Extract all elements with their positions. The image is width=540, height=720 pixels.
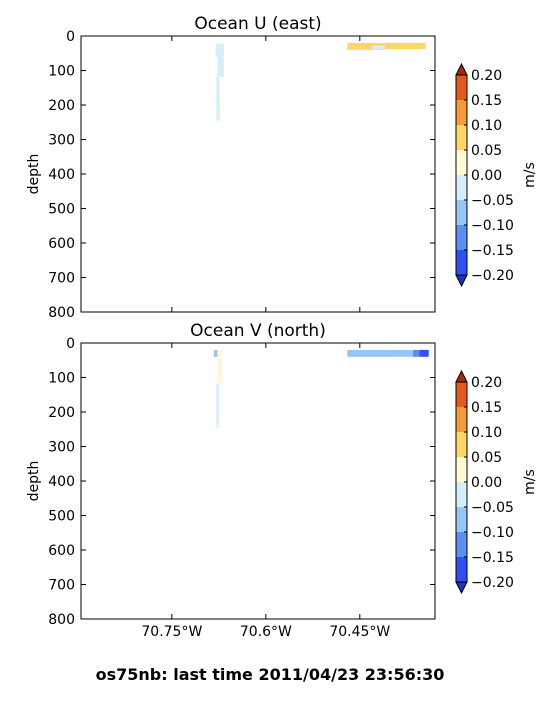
colorbar-tick-label: −0.10 xyxy=(471,218,514,234)
data-cell xyxy=(219,98,221,119)
colorbar-tick-label: 0.15 xyxy=(471,93,502,109)
colorbar-segment xyxy=(456,482,467,507)
chart-panel-1: Ocean U (east) 0 100 200 300 400 500 600 700 800 d… xyxy=(26,14,538,321)
colorbar-segment xyxy=(456,532,467,557)
data-cell xyxy=(216,383,219,428)
colorbar-tick-label: −0.10 xyxy=(471,525,514,541)
y-tick-label: 0 xyxy=(66,336,75,352)
colorbar-segment xyxy=(456,200,467,225)
colorbar-extend-max xyxy=(455,62,468,76)
colorbar-segment xyxy=(456,250,467,275)
colorbar-label: m/s xyxy=(522,469,538,495)
colorbar-tick-label: −0.15 xyxy=(471,550,514,566)
data-cell xyxy=(347,349,395,357)
colorbar-segment xyxy=(456,75,467,100)
x-tick-label: 70.75°W xyxy=(141,624,202,640)
colorbar-segment xyxy=(456,100,467,125)
y-tick-label: 100 xyxy=(48,64,75,80)
data-cell xyxy=(220,43,224,57)
y-tick-label: 500 xyxy=(48,202,75,218)
colorbar-tick-label: −0.15 xyxy=(471,243,514,259)
y-axis-label: depth xyxy=(26,461,42,502)
colorbar-tick-label: 0.10 xyxy=(471,118,502,134)
colorbar-segment xyxy=(456,557,467,582)
colorbar-tick-label: 0.15 xyxy=(471,400,502,416)
colorbar-tick-label: 0.20 xyxy=(471,68,502,84)
figure-suptitle: os75nb: last time 2011/04/23 23:56:30 xyxy=(95,665,445,684)
y-tick-label: 100 xyxy=(48,371,75,387)
plot-frame xyxy=(80,342,436,620)
colorbar-tick-label: 0.05 xyxy=(471,143,502,159)
chart-title: Ocean U (east) xyxy=(194,14,321,34)
data-cell xyxy=(217,349,222,384)
data-cell xyxy=(394,349,414,357)
x-tick-label: 70.6°W xyxy=(240,624,292,640)
y-tick-label: 400 xyxy=(48,167,75,183)
y-tick-label: 600 xyxy=(48,543,75,559)
colorbar-segment xyxy=(456,225,467,250)
y-tick-label: 500 xyxy=(48,509,75,525)
data-cell xyxy=(419,349,429,357)
colorbar-segment xyxy=(456,175,467,200)
colorbar-extend-max xyxy=(455,369,468,383)
y-tick-label: 800 xyxy=(48,305,75,321)
data-cell xyxy=(213,349,218,357)
colorbar: 0.20 0.15 0.10 0.05 0.00 −0.05 −0.10 −0.15 −0.20… xyxy=(455,62,538,288)
data-cell xyxy=(217,56,224,77)
data-cell xyxy=(215,43,221,57)
colorbar-tick-label: 0.00 xyxy=(471,475,502,491)
colorbar-tick-label: −0.20 xyxy=(471,575,514,591)
colorbar-segment xyxy=(456,457,467,482)
colorbar: 0.20 0.15 0.10 0.05 0.00 −0.05 −0.10 −0.15 −0.20… xyxy=(455,369,538,595)
y-tick-label: 300 xyxy=(48,133,75,149)
colorbar-segment xyxy=(456,507,467,532)
chart-panel-2: Ocean V (north) 0 100 200 300 400 500 600 700 800… xyxy=(26,321,538,640)
x-tick-label: 70.45°W xyxy=(329,624,390,640)
colorbar-tick-label: −0.05 xyxy=(471,193,514,209)
data-cell xyxy=(384,42,410,50)
y-tick-label: 600 xyxy=(48,236,75,252)
colorbar-extend-min xyxy=(455,581,468,595)
colorbar-tick-label: −0.20 xyxy=(471,268,514,284)
colorbar-label: m/s xyxy=(522,162,538,188)
y-tick-label: 200 xyxy=(48,98,75,114)
y-tick-label: 300 xyxy=(48,440,75,456)
colorbar-segment xyxy=(456,150,467,175)
data-cell xyxy=(409,42,426,50)
data-cell xyxy=(413,349,420,357)
y-tick-label: 400 xyxy=(48,474,75,490)
data-cell xyxy=(216,76,220,121)
colorbar-tick-label: 0.20 xyxy=(471,375,502,391)
colorbar-tick-label: 0.10 xyxy=(471,425,502,441)
y-tick-label: 800 xyxy=(48,612,75,628)
colorbar-extend-min xyxy=(455,274,468,288)
y-tick-label: 700 xyxy=(48,271,75,287)
plot-frame xyxy=(80,35,436,313)
colorbar-segment xyxy=(456,125,467,150)
y-tick-label: 200 xyxy=(48,405,75,421)
colorbar-tick-label: −0.05 xyxy=(471,500,514,516)
y-tick-label: 700 xyxy=(48,578,75,594)
colorbar-tick-label: 0.05 xyxy=(471,450,502,466)
colorbar-segment xyxy=(456,432,467,457)
colorbar-segment xyxy=(456,407,467,432)
data-cell xyxy=(347,42,385,50)
chart-title: Ocean V (north) xyxy=(190,321,326,341)
colorbar-segment xyxy=(456,382,467,407)
colorbar-tick-label: 0.00 xyxy=(471,168,502,184)
y-axis-label: depth xyxy=(26,154,42,195)
y-tick-label: 0 xyxy=(66,29,75,45)
